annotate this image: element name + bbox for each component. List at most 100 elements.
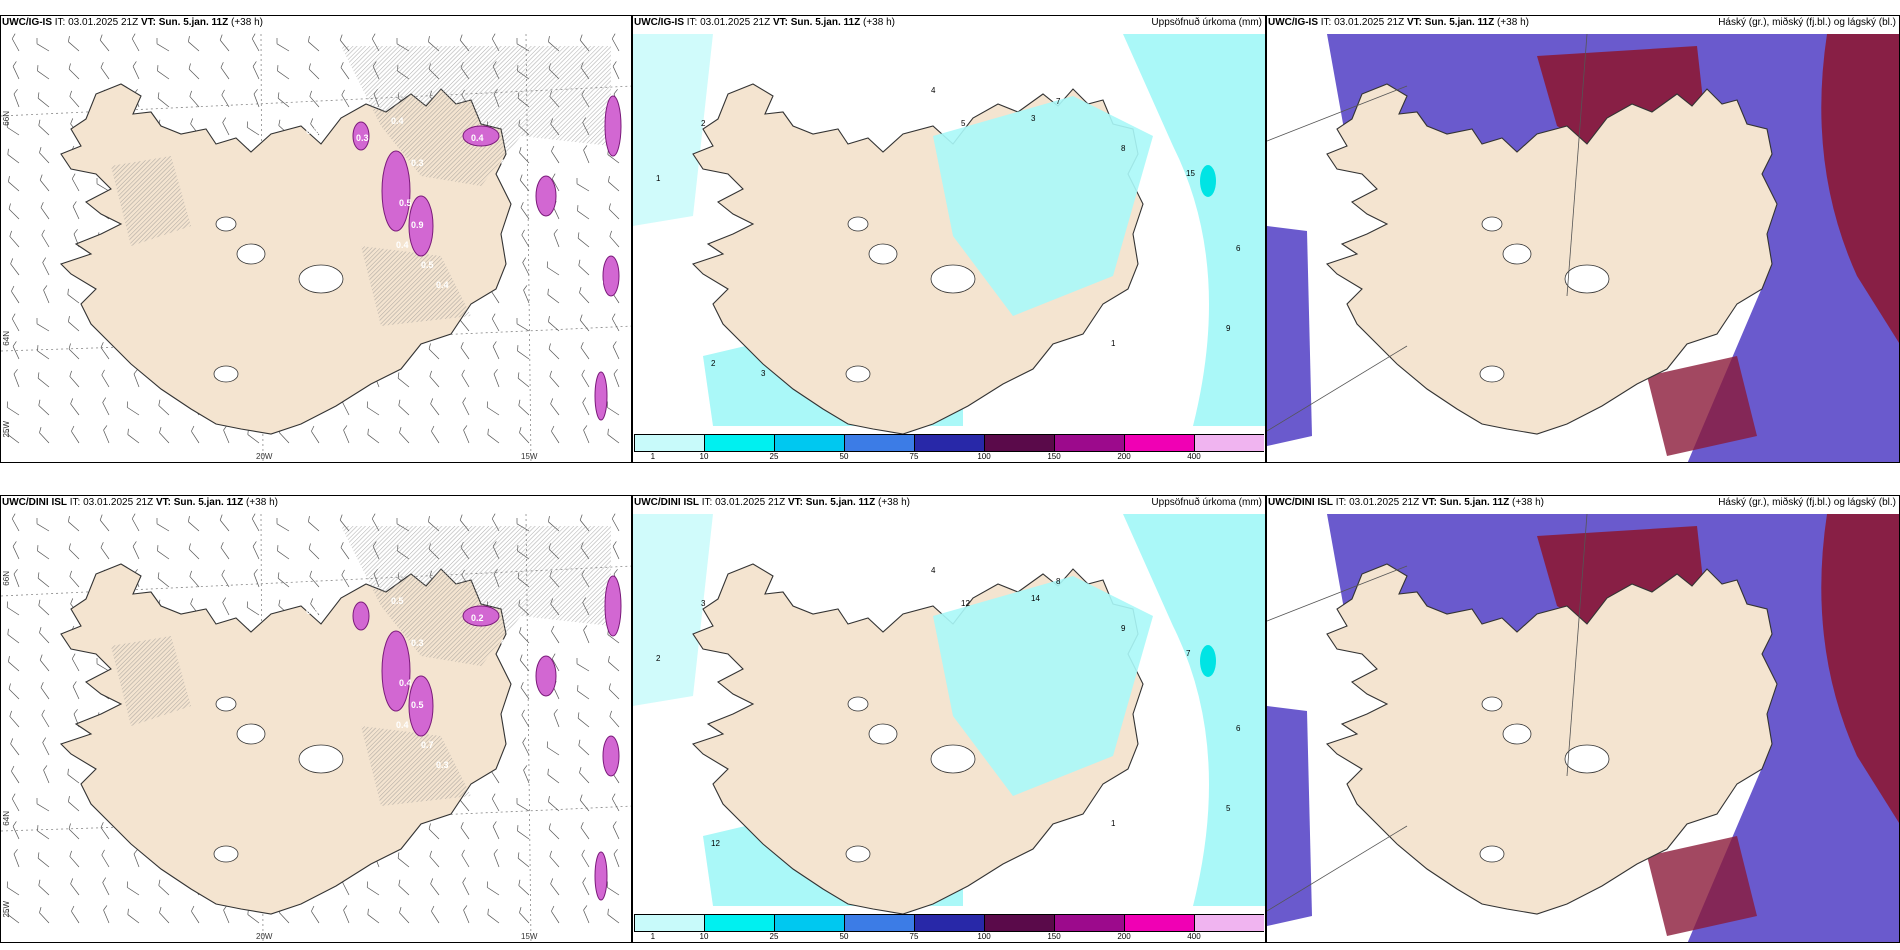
panel-title: UWC/IG-IS IT: 03.01.2025 21Z VT: Sun. 5.… — [2, 17, 263, 28]
panel-top-right: UWC/IG-IS IT: 03.01.2025 21Z VT: Sun. 5.… — [1266, 15, 1900, 463]
hatched-snow-area — [341, 46, 611, 186]
wind-barb — [548, 823, 560, 840]
wind-barb — [487, 908, 500, 924]
wind-barb — [37, 65, 50, 80]
wind-barb — [68, 316, 80, 332]
precip-cell — [462, 125, 500, 147]
wind-barb — [127, 428, 140, 444]
wind-barb — [159, 427, 170, 444]
wind-barb — [11, 33, 20, 52]
wind-barb — [253, 89, 260, 108]
wind-barb — [310, 118, 320, 136]
wind-barb — [158, 879, 170, 896]
wind-barb — [102, 877, 110, 896]
wind-barb — [69, 90, 80, 108]
wind-barb — [102, 397, 110, 416]
precip-cell — [462, 605, 500, 627]
precip-value-label: 12 — [711, 839, 720, 848]
wind-barb — [13, 89, 20, 108]
wind-barb — [430, 398, 440, 416]
wind-barb — [580, 822, 590, 840]
panel-title: UWC/IG-IS IT: 03.01.2025 21Z VT: Sun. 5.… — [634, 17, 895, 28]
map-canvas[interactable]: 2 3 4 12 14 8 9 7 6 5 1 12 — [633, 496, 1266, 943]
wind-barb — [42, 257, 50, 276]
colorbar-label: 50 — [839, 932, 849, 941]
wind-barb — [607, 428, 620, 444]
panel-bottom-middle: UWC/DINI ISL IT: 03.01.2025 21Z VT: Sun.… — [632, 495, 1266, 943]
wind-barb — [463, 425, 470, 444]
colorbar-swatch — [844, 435, 914, 451]
glacier-vatnajokull — [1564, 744, 1610, 774]
precip-area-east — [1123, 514, 1265, 906]
wind-barb — [578, 259, 590, 276]
wind-barb — [366, 881, 380, 896]
wind-barb — [550, 398, 560, 416]
wind-barb — [8, 176, 20, 192]
panel-variable-title: Háský (gr.), miðský (fj.bl.) og lágský (… — [1718, 17, 1896, 28]
lat-label-66n: 66N — [2, 571, 11, 586]
map-canvas[interactable]: 0.40.50.30.20.40.50.40.70.30.4 — [1, 496, 632, 943]
panel-title: UWC/DINI ISL IT: 03.01.2025 21Z VT: Sun.… — [634, 497, 910, 508]
wind-barb — [11, 765, 20, 784]
wind-barb — [583, 425, 590, 444]
glacier-langjokull — [236, 723, 266, 745]
map-canvas[interactable]: 0.10.40.30.40.50.90.40.50.40.40.31.00.50… — [1, 16, 632, 463]
wind-barb — [519, 147, 530, 164]
wind-barb — [577, 712, 590, 728]
graticule-line — [1566, 513, 1588, 777]
wind-barb — [276, 517, 290, 532]
map-canvas[interactable] — [1267, 496, 1900, 943]
wind-barb — [522, 257, 530, 276]
glacier-myrdalsjokull — [213, 845, 239, 863]
wind-barb — [583, 145, 590, 164]
wind-barb — [67, 768, 80, 784]
wind-barb — [308, 516, 320, 532]
lon-label-15w: 15W — [521, 932, 538, 941]
wind-barb — [100, 822, 110, 840]
wind-barb — [577, 232, 590, 248]
wind-barb — [157, 572, 170, 588]
colorbar-label: 10 — [699, 932, 709, 941]
wind-barb — [67, 288, 80, 304]
precip-value-label: 0.5 — [556, 178, 569, 188]
panel-variable-title: Háský (gr.), miðský (fj.bl.) og lágský (… — [1718, 497, 1896, 508]
map-canvas[interactable] — [1267, 16, 1900, 463]
wind-barb — [311, 425, 320, 444]
wind-barb — [520, 202, 530, 220]
colorbar-label: 100 — [977, 452, 991, 461]
precip-cell — [408, 195, 434, 257]
wind-barb — [37, 92, 50, 108]
wind-barb — [157, 92, 170, 108]
lat-label-64n: 64N — [2, 331, 11, 346]
wind-barb — [69, 370, 80, 388]
lon-label-15w: 15W — [521, 452, 538, 461]
glacier-vatnajokull — [930, 264, 976, 294]
precip-value-label: 6 — [1236, 724, 1241, 733]
glacier-hofsjokull — [215, 696, 237, 712]
colorbar-swatch — [634, 435, 704, 451]
high-cloud-area — [1267, 226, 1312, 446]
precip-value-label: 3 — [1031, 114, 1036, 123]
glacier-langjokull — [236, 243, 266, 265]
panel-top-left: UWC/IG-IS IT: 03.01.2025 21Z VT: Sun. 5.… — [0, 15, 632, 463]
wind-barb — [516, 317, 530, 332]
wind-barb — [613, 849, 620, 868]
wind-barb — [551, 425, 560, 444]
precip-value-label: 1 — [1111, 339, 1116, 348]
wind-barb — [340, 62, 350, 80]
wind-barb — [8, 656, 20, 672]
wind-barb — [549, 370, 560, 388]
wind-barb — [492, 821, 500, 840]
colorbar-swatch — [704, 435, 774, 451]
colorbar-label: 25 — [769, 932, 779, 941]
wind-barb — [492, 341, 500, 360]
wind-barb — [518, 399, 530, 416]
precip-cell — [604, 95, 622, 157]
colorbar-label: 75 — [909, 932, 919, 941]
precip-value-label: 3 — [701, 599, 706, 608]
wind-barb — [519, 427, 530, 444]
wind-barb — [132, 541, 140, 560]
colorbar-swatch — [774, 435, 844, 451]
wind-barb — [461, 369, 470, 388]
